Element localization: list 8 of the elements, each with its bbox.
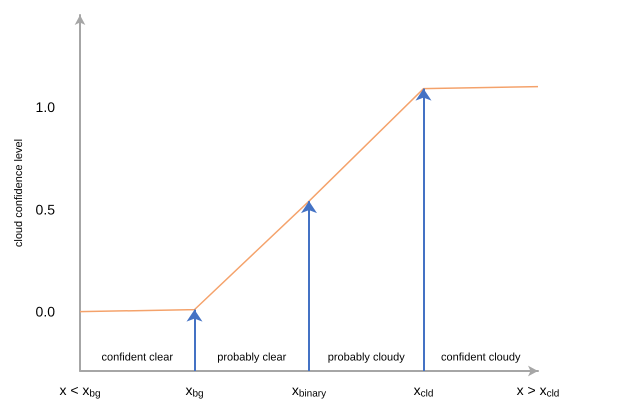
annotation: probably cloudy bbox=[328, 352, 406, 364]
annotation: confident clear bbox=[101, 352, 174, 364]
annotation: probably clear bbox=[217, 352, 287, 364]
y-tick-label: 0.0 bbox=[36, 304, 56, 320]
y-tick-label: 0.5 bbox=[36, 201, 56, 218]
y-axis-title: cloud confidence level bbox=[13, 138, 26, 248]
y-tick-label: 1.0 bbox=[36, 99, 56, 116]
annotation: confident cloudy bbox=[441, 352, 521, 364]
